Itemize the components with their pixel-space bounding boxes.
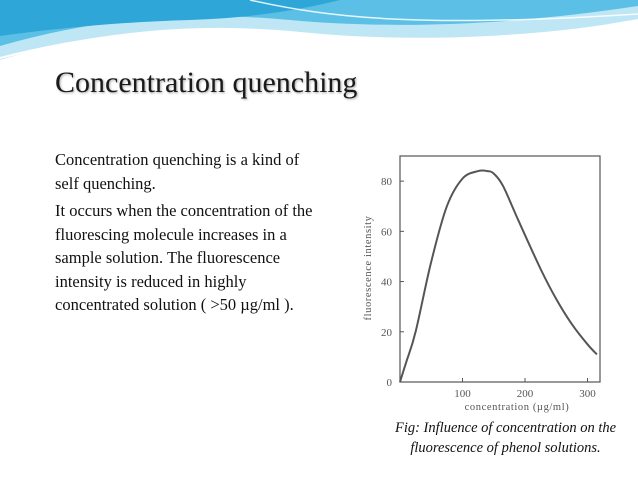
fluorescence-curve <box>399 169 598 383</box>
y-axis-label: fluorescence intensity <box>363 215 374 320</box>
banner-dark-wave <box>0 0 340 36</box>
slide-title: Concentration quenching <box>55 66 358 99</box>
banner-white-line-2 <box>249 0 638 22</box>
y-tick-label: 60 <box>381 226 393 238</box>
y-tick-label: 80 <box>381 176 393 188</box>
paragraph-2: It occurs when the concentration of the … <box>55 201 313 314</box>
caption-line-2: fluorescence of phenol solutions. <box>410 440 601 456</box>
x-tick-label: 300 <box>579 388 596 400</box>
x-ticks: 100 200 300 <box>454 378 596 400</box>
body-text: Concentration quenching is a kind of sel… <box>55 148 315 321</box>
figure-caption: Fig: Influence of concentration on the f… <box>378 418 633 458</box>
y-tick-label: 40 <box>381 277 393 289</box>
x-tick-label: 200 <box>517 388 534 400</box>
caption-line-1: Fig: Influence of concentration on the <box>394 420 617 436</box>
fluorescence-chart: 0 20 40 60 80 100 200 300 fluorescence intensi… <box>363 155 601 413</box>
y-tick-label: 20 <box>381 327 393 339</box>
x-axis-label: concentration (µg/ml) <box>465 402 570 413</box>
banner-white-line <box>0 19 638 59</box>
y-tick-label: 0 <box>387 377 393 389</box>
x-tick-label: 100 <box>454 388 471 400</box>
paragraph-1: Concentration quenching is a kind of sel… <box>55 150 300 193</box>
plot-frame <box>399 155 601 383</box>
decorative-banner <box>0 0 638 60</box>
